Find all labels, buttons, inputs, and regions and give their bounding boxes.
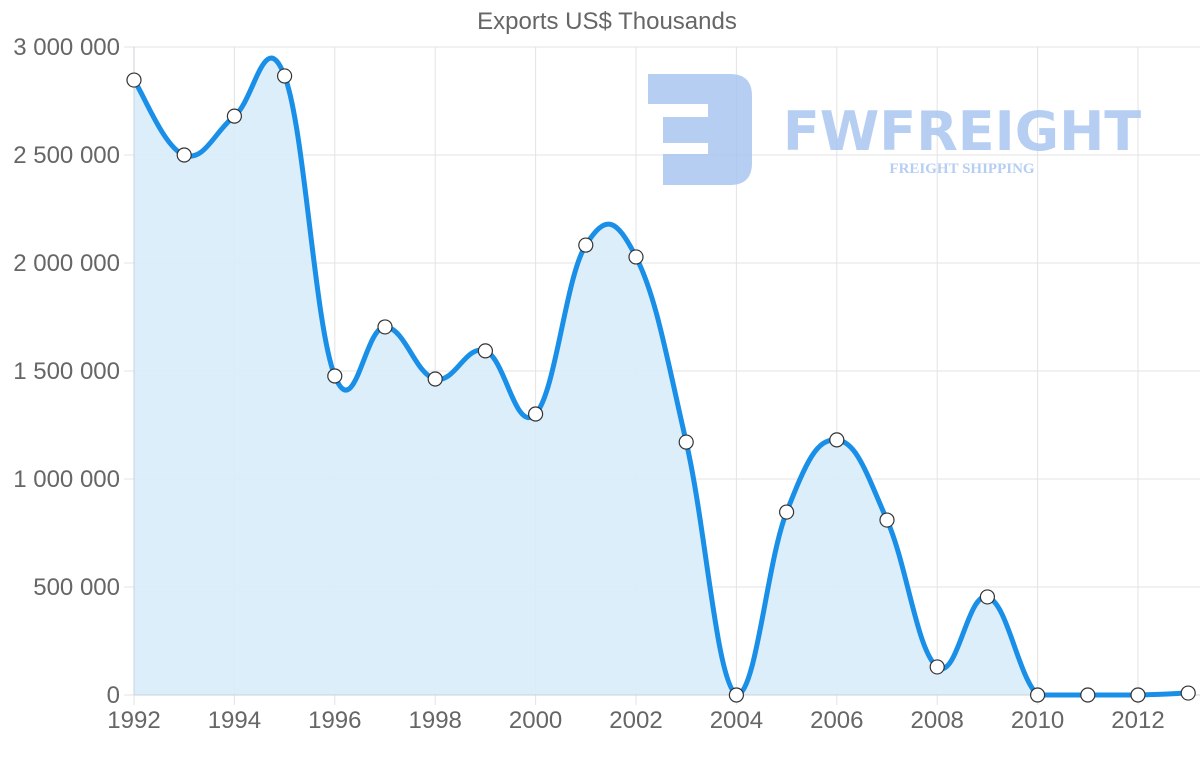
line-path xyxy=(131,55,1189,698)
data-point[interactable] xyxy=(1130,687,1146,703)
data-point[interactable] xyxy=(226,108,242,124)
data-point[interactable] xyxy=(1080,687,1096,703)
x-tick-label: 1996 xyxy=(308,707,361,734)
area-fill xyxy=(134,58,1189,696)
data-point[interactable] xyxy=(277,68,293,84)
y-tick-label: 500 000 xyxy=(33,574,120,601)
x-tick-label: 2002 xyxy=(609,707,662,734)
data-point[interactable] xyxy=(126,72,142,88)
axes: 0 500 000 1 000 000 1 500 000 2 000 000 2 500… xyxy=(13,34,1200,734)
data-point[interactable] xyxy=(427,371,443,387)
y-tick-label: 2 000 000 xyxy=(13,250,120,277)
x-tick-label: 2006 xyxy=(810,707,863,734)
data-point[interactable] xyxy=(527,406,544,422)
x-tick-label: 2000 xyxy=(509,707,562,734)
x-tick-label: 2010 xyxy=(1011,707,1064,734)
data-point[interactable] xyxy=(979,589,996,605)
x-tick-label: 2008 xyxy=(911,707,964,734)
data-point[interactable] xyxy=(678,434,694,450)
y-tick-label: 1 500 000 xyxy=(13,358,120,385)
data-point[interactable] xyxy=(578,237,594,253)
x-tick-label: 1998 xyxy=(409,707,462,734)
watermark-logo: FWFREIGHT FREIGHT SHIPPING xyxy=(648,74,1141,185)
data-point[interactable] xyxy=(829,432,845,448)
y-tick-label: 2 500 000 xyxy=(13,142,120,169)
data-point[interactable] xyxy=(778,504,795,520)
data-point[interactable] xyxy=(929,659,945,675)
y-tick-label: 3 000 000 xyxy=(13,34,120,61)
data-point[interactable] xyxy=(728,687,745,703)
area-path xyxy=(134,58,1189,696)
data-point[interactable] xyxy=(628,249,644,265)
data-point[interactable] xyxy=(1029,687,1046,703)
x-tick-label: 1992 xyxy=(107,707,160,734)
data-point[interactable] xyxy=(477,343,493,359)
fwfreight-logo-icon xyxy=(648,74,752,185)
data-point[interactable] xyxy=(176,147,192,163)
watermark-tagline: FREIGHT SHIPPING xyxy=(889,161,1034,177)
x-tick-label: 1994 xyxy=(208,707,261,734)
data-point[interactable] xyxy=(879,512,895,528)
x-tick-label: 2004 xyxy=(710,707,763,734)
data-point[interactable] xyxy=(377,319,393,335)
y-tick-label: 1 000 000 xyxy=(13,466,120,493)
series-line xyxy=(131,55,1189,698)
data-point[interactable] xyxy=(1180,685,1196,701)
watermark-brand: FWFREIGHT xyxy=(783,100,1141,163)
chart-title: Exports US$ Thousands xyxy=(477,8,737,35)
x-tick-label: 2012 xyxy=(1111,707,1164,734)
data-point[interactable] xyxy=(327,368,343,384)
y-tick-label: 0 xyxy=(107,682,120,709)
data-points xyxy=(126,68,1196,703)
